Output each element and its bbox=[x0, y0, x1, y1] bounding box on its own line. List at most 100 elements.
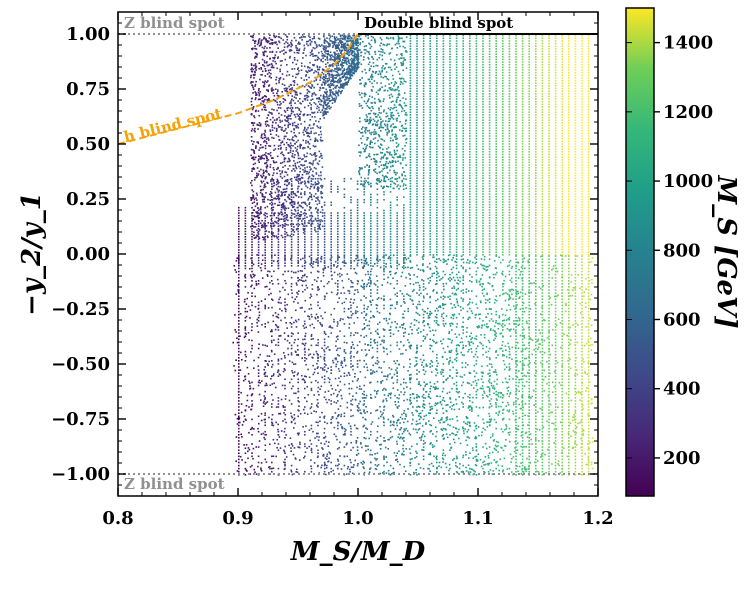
scatter-point bbox=[293, 51, 296, 54]
scatter-point bbox=[366, 283, 368, 286]
scatter-point bbox=[491, 387, 494, 389]
scatter-point bbox=[321, 154, 323, 157]
scatter-point bbox=[239, 313, 242, 315]
scatter-point bbox=[310, 41, 313, 43]
scatter-point bbox=[270, 180, 272, 183]
scatter-point bbox=[572, 324, 574, 326]
scatter-point bbox=[509, 290, 511, 293]
scatter-point bbox=[286, 116, 288, 118]
scatter-point bbox=[267, 159, 270, 161]
scatter-point bbox=[262, 236, 264, 238]
scatter-point bbox=[262, 64, 264, 66]
scatter-point bbox=[438, 465, 440, 467]
scatter-point bbox=[252, 39, 254, 41]
scatter-point bbox=[346, 60, 348, 63]
scatter-point bbox=[328, 451, 330, 454]
scatter-point bbox=[348, 374, 351, 376]
scatter-point bbox=[455, 349, 458, 352]
scatter-point bbox=[303, 44, 305, 47]
scatter-point bbox=[364, 431, 366, 434]
scatter-point bbox=[293, 363, 295, 365]
scatter-point bbox=[371, 454, 373, 456]
scatter-point bbox=[382, 389, 384, 391]
scatter-point bbox=[576, 341, 579, 344]
scatter-point bbox=[505, 425, 508, 428]
scatter-point bbox=[417, 383, 420, 385]
scatter-point bbox=[397, 330, 400, 332]
scatter-point bbox=[373, 371, 376, 373]
scatter-point bbox=[284, 99, 287, 102]
scatter-point bbox=[517, 324, 520, 326]
scatter-point bbox=[305, 363, 307, 366]
scatter-point bbox=[511, 288, 513, 291]
scatter-point bbox=[342, 69, 344, 72]
scatter-point bbox=[251, 202, 254, 204]
scatter-point bbox=[250, 82, 252, 84]
scatter-point bbox=[286, 70, 289, 73]
scatter-point bbox=[453, 254, 455, 257]
scatter-point bbox=[354, 271, 357, 274]
scatter-point bbox=[591, 343, 593, 346]
scatter-point bbox=[309, 166, 311, 168]
scatter-point bbox=[340, 42, 342, 44]
scatter-point bbox=[316, 211, 318, 213]
scatter-point bbox=[306, 413, 309, 415]
scatter-point bbox=[452, 426, 455, 428]
scatter-point bbox=[375, 440, 378, 442]
scatter-point bbox=[523, 446, 525, 448]
scatter-point bbox=[409, 346, 411, 348]
scatter-point bbox=[363, 467, 365, 470]
scatter-point bbox=[278, 219, 280, 221]
scatter-point bbox=[411, 458, 413, 460]
scatter-point bbox=[256, 172, 258, 175]
scatter-point bbox=[344, 57, 346, 60]
scatter-point bbox=[343, 59, 346, 62]
scatter-point bbox=[335, 36, 338, 39]
scatter-point bbox=[325, 52, 327, 55]
scatter-point bbox=[404, 328, 406, 330]
scatter-point bbox=[463, 432, 465, 435]
scatter-point bbox=[280, 398, 283, 401]
scatter-point bbox=[405, 349, 407, 351]
scatter-point bbox=[291, 98, 293, 101]
scatter-point bbox=[310, 403, 313, 405]
scatter-point bbox=[270, 179, 272, 181]
scatter-point bbox=[300, 258, 302, 261]
scatter-point bbox=[357, 62, 359, 65]
scatter-point bbox=[258, 343, 260, 345]
scatter-point bbox=[413, 324, 416, 326]
scatter-point bbox=[491, 473, 494, 475]
scatter-point bbox=[353, 293, 356, 295]
scatter-point bbox=[265, 225, 268, 227]
scatter-point bbox=[538, 343, 540, 345]
scatter-point bbox=[277, 148, 280, 150]
scatter-point bbox=[318, 134, 320, 136]
scatter-point bbox=[344, 47, 346, 49]
scatter-point bbox=[338, 81, 341, 84]
scatter-point bbox=[270, 231, 273, 234]
scatter-point bbox=[256, 174, 258, 177]
scatter-point bbox=[379, 321, 381, 324]
scatter-point bbox=[418, 289, 421, 291]
scatter-point bbox=[317, 342, 319, 344]
scatter-point bbox=[331, 91, 334, 94]
scatter-point bbox=[245, 469, 247, 471]
scatter-point bbox=[332, 77, 334, 80]
scatter-point bbox=[309, 187, 311, 190]
scatter-point bbox=[580, 312, 582, 314]
scatter-point bbox=[259, 124, 262, 127]
scatter-point bbox=[399, 416, 402, 419]
scatter-point bbox=[285, 218, 288, 221]
scatter-point bbox=[342, 318, 344, 321]
scatter-point bbox=[311, 95, 313, 97]
scatter-point bbox=[342, 62, 344, 64]
scatter-point bbox=[427, 315, 430, 317]
scatter-point bbox=[501, 344, 503, 347]
scatter-point bbox=[319, 223, 321, 226]
scatter-point bbox=[313, 80, 316, 82]
scatter-point bbox=[319, 86, 321, 89]
scatter-point bbox=[538, 286, 541, 288]
scatter-point bbox=[307, 145, 309, 148]
scatter-point bbox=[327, 377, 330, 379]
scatter-point bbox=[248, 431, 250, 434]
